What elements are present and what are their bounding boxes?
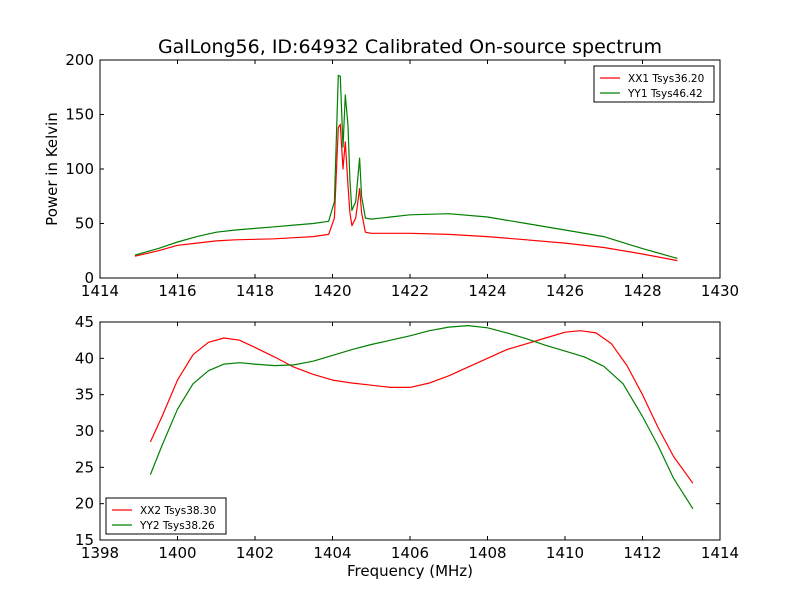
x-axis-label-bottom: Frequency (MHz): [347, 562, 473, 580]
x-tick-label: 1416: [158, 282, 196, 300]
x-tick-label: 1422: [391, 282, 429, 300]
legend-label: YY2 Tsys38.26: [139, 520, 215, 532]
y-tick-label: 35: [75, 386, 94, 404]
series-line-2-2: [149, 325, 694, 510]
x-tick-label: 1408: [468, 544, 506, 562]
x-tick-label: 1406: [391, 544, 429, 562]
x-tick-label: 1400: [158, 544, 196, 562]
legend-box: [105, 497, 227, 535]
legend-label: YY1 Tsys46.42: [627, 88, 703, 100]
x-tick-label: 1402: [236, 544, 274, 562]
y-axis-label-top: Power in Kelvin: [43, 112, 61, 226]
x-tick-label: 1410: [546, 544, 584, 562]
y-tick-label: 45: [75, 313, 94, 331]
series-line-2-1: [149, 330, 694, 484]
chart-title: GalLong56, ID:64932 Calibrated On-source…: [158, 36, 662, 58]
series-line-1-1: [134, 123, 678, 262]
y-tick-label: 25: [75, 458, 94, 476]
y-tick-label: 0: [84, 269, 94, 287]
y-tick-label: 200: [65, 51, 94, 69]
y-tick-label: 100: [65, 160, 94, 178]
x-tick-label: 1414: [701, 544, 739, 562]
bottom-panel: 1398 1400 1402 1404 1406 1408 1410 1412 1414 15 20…: [75, 313, 739, 562]
x-tick-label: 1414: [81, 282, 119, 300]
legend-label: XX2 Tsys38.30: [140, 505, 216, 517]
y-tick-label: 30: [75, 422, 94, 440]
x-tick-label: 1426: [546, 282, 584, 300]
x-tick-label: 1424: [468, 282, 506, 300]
series-line-1-2: [134, 74, 678, 259]
legend-box: [593, 65, 715, 103]
y-tick-label: 150: [65, 106, 94, 124]
x-tick-label: 1428: [623, 282, 661, 300]
legend-label: XX1 Tsys36.20: [628, 73, 704, 85]
top-panel: 1414 1416 1418 1420 1422 1424 1426 1428 1430 0 50 1…: [65, 51, 739, 300]
x-tick-label: 1412: [623, 544, 661, 562]
x-tick-label: 1404: [313, 544, 351, 562]
y-tick-label: 40: [75, 349, 94, 367]
x-tick-label: 1398: [81, 544, 119, 562]
x-tick-label: 1420: [313, 282, 351, 300]
x-tick-label: 1430: [701, 282, 739, 300]
y-tick-label: 20: [75, 495, 94, 513]
legend: XX1 Tsys36.20 YY1 Tsys46.42: [593, 65, 715, 103]
legend: XX2 Tsys38.30 YY2 Tsys38.26: [105, 497, 227, 535]
y-tick-label: 15: [75, 531, 94, 549]
x-tick-label: 1418: [236, 282, 274, 300]
y-tick-label: 50: [75, 215, 94, 233]
